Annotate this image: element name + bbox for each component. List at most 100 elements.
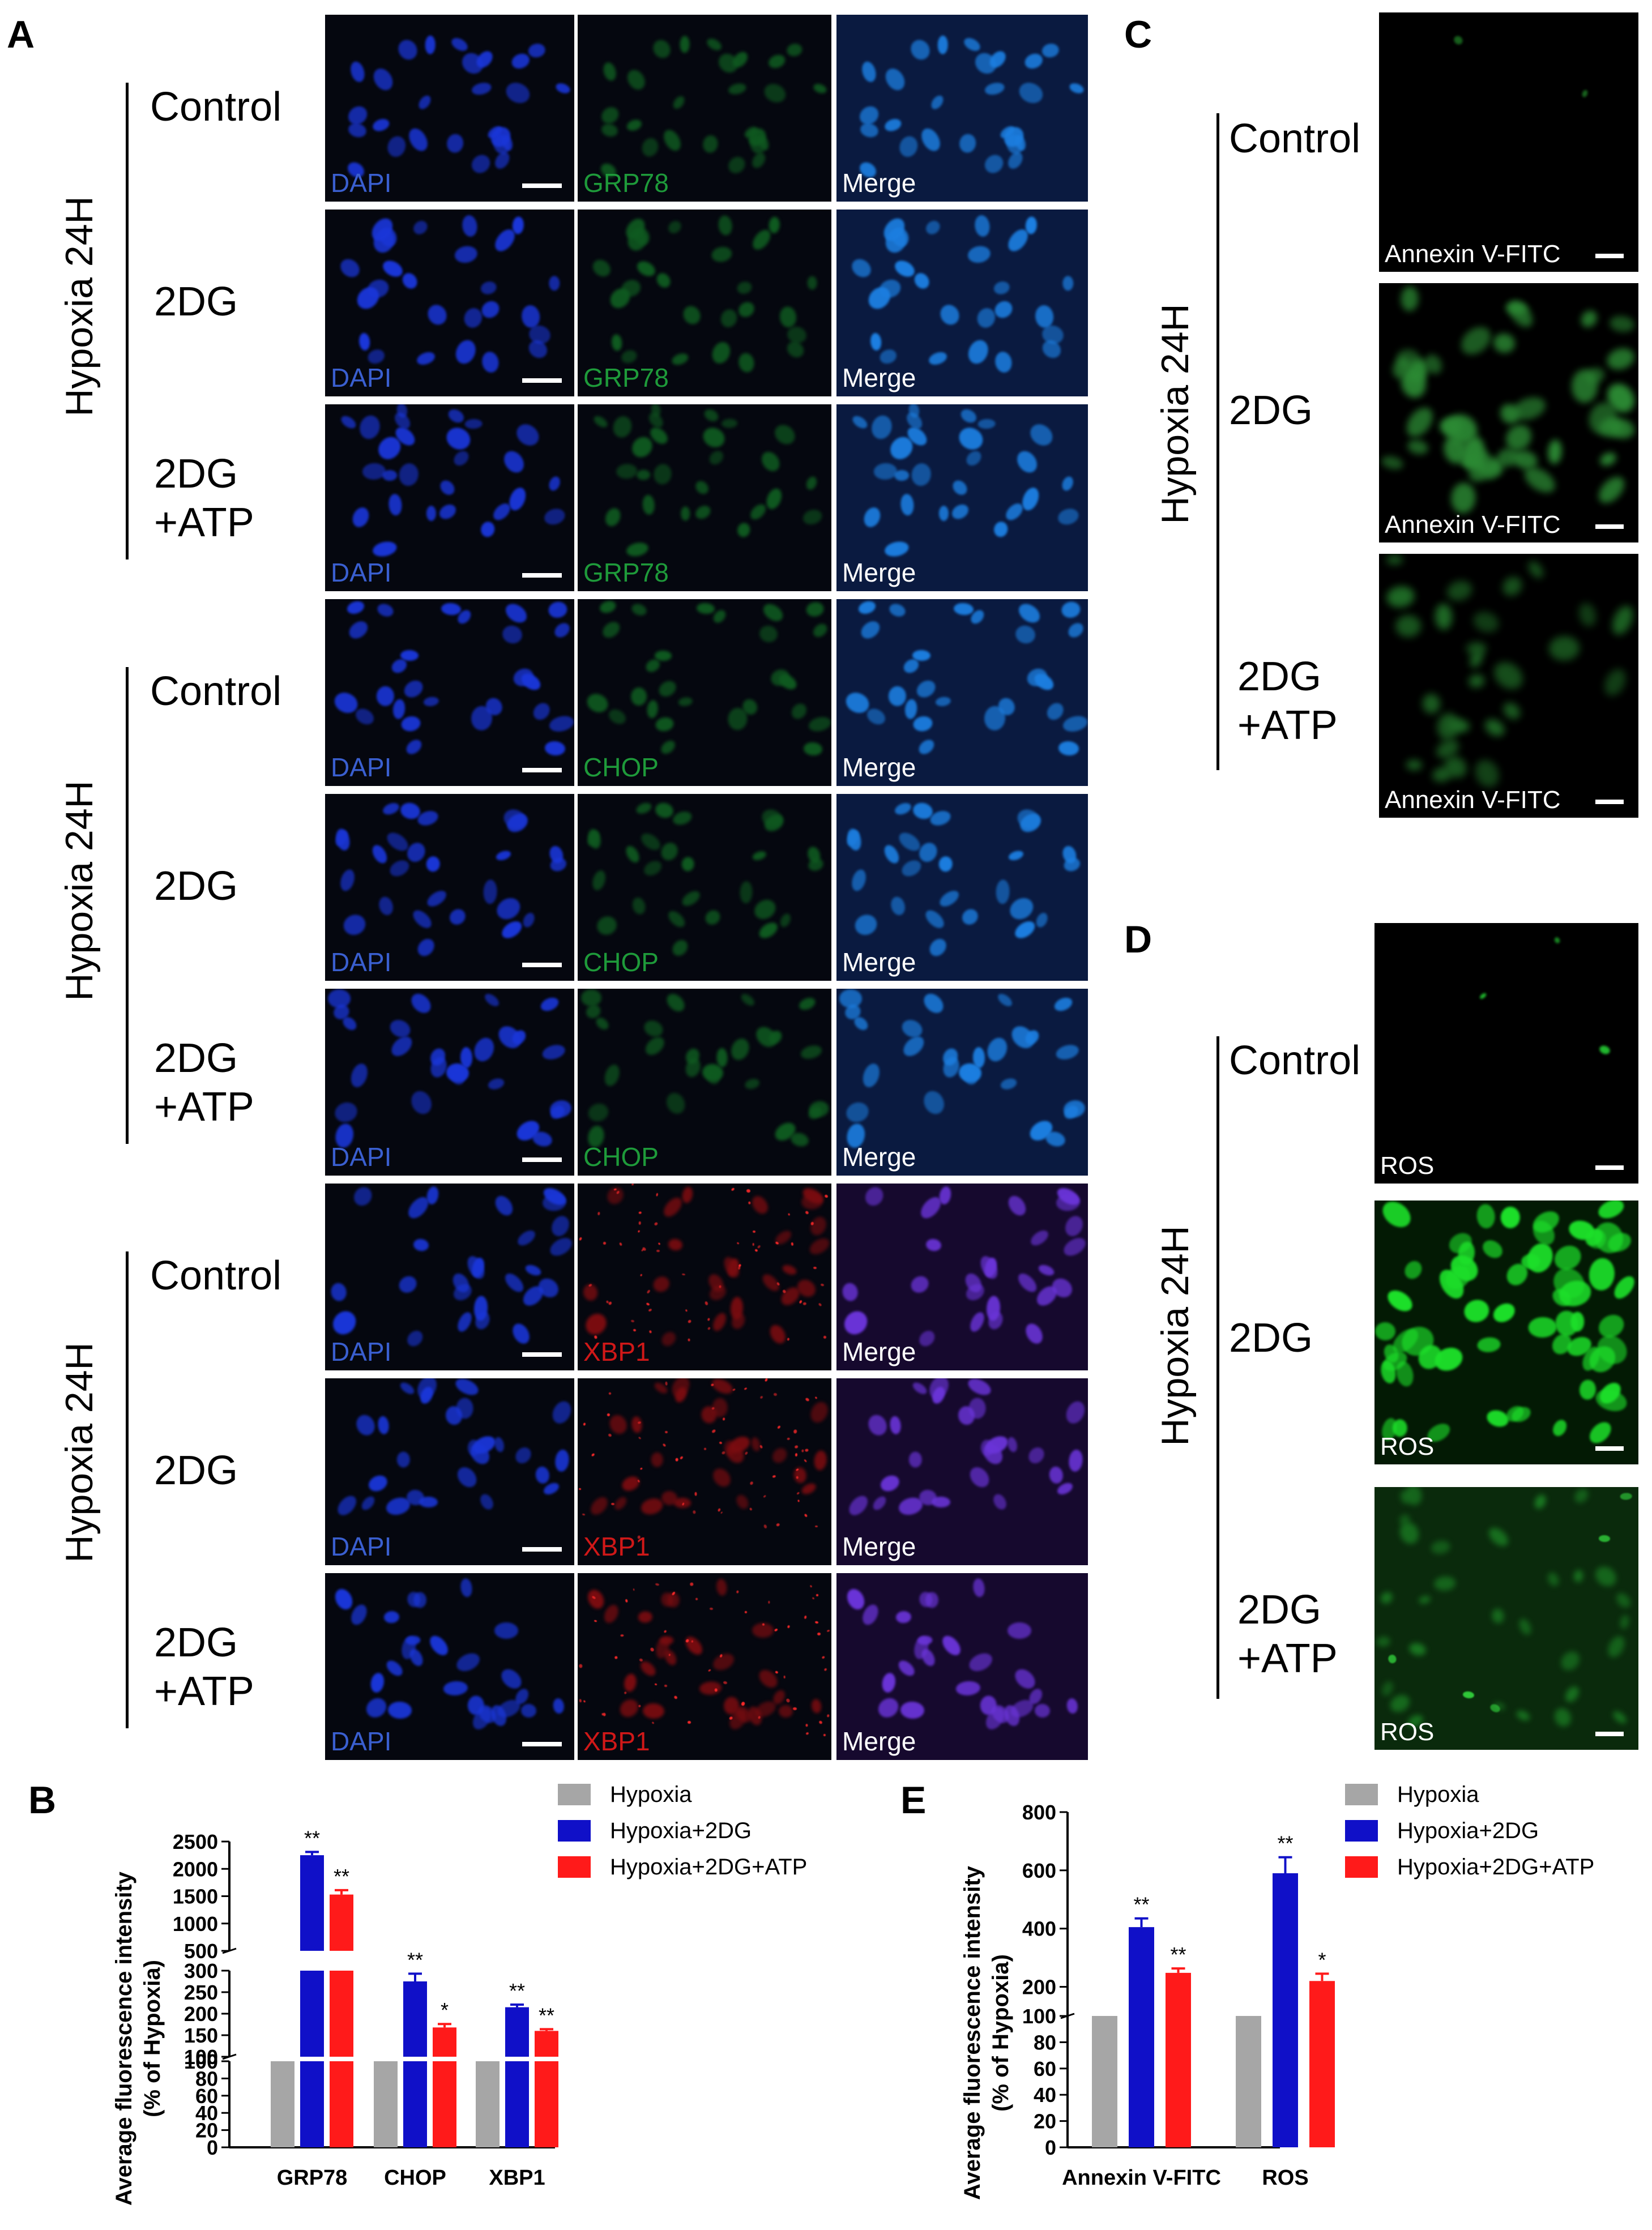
- cell-nucleus: [967, 1309, 987, 1334]
- cell-nucleus: [1062, 1213, 1086, 1240]
- cell-nucleus: [383, 1610, 400, 1624]
- cell-nucleus: [723, 1417, 725, 1421]
- cell-nucleus: [856, 599, 878, 616]
- cell-nucleus: [802, 741, 823, 756]
- cell-nucleus: [938, 856, 953, 873]
- cell-nucleus: [453, 1650, 483, 1675]
- cell-nucleus: [710, 1465, 735, 1490]
- cell-nucleus: [387, 1701, 413, 1720]
- cell-nucleus: [1604, 345, 1637, 374]
- cell-nucleus: [707, 1317, 710, 1321]
- cell-nucleus: [362, 1694, 391, 1721]
- cell-nucleus: [775, 1671, 779, 1674]
- cell-nucleus: [663, 1090, 689, 1117]
- cell-nucleus: [425, 1185, 440, 1206]
- cell-nucleus: [633, 1588, 635, 1591]
- cell-nucleus: [749, 1507, 753, 1511]
- cell-nucleus: [608, 1433, 613, 1437]
- cell-nucleus: [792, 1707, 797, 1711]
- chart-b: Average fluorescence intensity (% of Hypo…: [112, 1782, 807, 2206]
- cell-nucleus: [806, 276, 817, 290]
- channel-label: Merge: [842, 1532, 916, 1561]
- group-bracket-line: [126, 1251, 129, 1728]
- cell-nucleus: [494, 1022, 526, 1053]
- cell-nucleus: [464, 1253, 488, 1282]
- cell-nucleus: [1005, 1192, 1029, 1219]
- cell-nucleus: [773, 1392, 777, 1396]
- cell-nucleus: [857, 618, 883, 643]
- cell-nucleus: [907, 1272, 932, 1296]
- cell-nucleus: [804, 1616, 808, 1620]
- cell-nucleus: [793, 1429, 798, 1434]
- cell-nucleus: [1479, 1236, 1506, 1262]
- cell-nucleus: [1061, 1234, 1088, 1259]
- cell-nucleus: [665, 908, 688, 931]
- cell-nucleus: [680, 1186, 694, 1204]
- cell-nucleus: [1378, 1589, 1395, 1606]
- cell-nucleus: [552, 620, 573, 641]
- cell-nucleus: [767, 1322, 789, 1346]
- cell-nucleus: [823, 1667, 827, 1672]
- cell-nucleus: [694, 1492, 697, 1496]
- cell-nucleus: [370, 65, 397, 94]
- x-tick-label: XBP1: [489, 2166, 545, 2190]
- micrograph-chop: CHOP: [578, 794, 831, 981]
- cell-nucleus: [768, 1600, 770, 1604]
- cell-nucleus: [446, 905, 469, 928]
- cell-nucleus: [642, 494, 656, 515]
- cell-nucleus: [520, 1703, 537, 1719]
- cell-nucleus: [650, 1274, 672, 1295]
- cell-nucleus: [878, 1472, 902, 1494]
- cell-nucleus: [654, 271, 673, 291]
- significance-marker: **: [1277, 1832, 1293, 1855]
- cell-nucleus: [1013, 447, 1041, 476]
- group-label-hypoxia-24h: Hypoxia 24H: [1154, 304, 1197, 524]
- scale-bar: [522, 1742, 562, 1746]
- panel-letter-d: D: [1124, 918, 1152, 961]
- cell-nucleus: [735, 298, 758, 321]
- cell-nucleus: [539, 994, 561, 1014]
- condition-label: 2DG: [1229, 388, 1313, 433]
- cell-nucleus: [801, 507, 824, 527]
- cell-nucleus: [638, 1659, 658, 1678]
- cell-nucleus: [1005, 149, 1026, 171]
- cell-nucleus: [938, 506, 949, 522]
- channel-label: GRP78: [583, 363, 669, 392]
- cell-nucleus: [755, 1667, 781, 1691]
- cell-nucleus: [804, 1513, 808, 1518]
- cell-nucleus: [371, 117, 391, 134]
- cell-nucleus: [937, 301, 963, 328]
- micrograph-merge: Merge: [836, 989, 1088, 1176]
- cell-nucleus: [695, 1597, 699, 1601]
- cell-nucleus: [808, 1214, 830, 1238]
- scale-bar: [522, 573, 562, 578]
- micrograph-grp78: GRP78: [578, 15, 831, 202]
- y-axis-label: (% of Hypoxia): [988, 1954, 1013, 2112]
- cell-nucleus: [348, 1061, 371, 1090]
- micrograph-chop: CHOP: [578, 599, 831, 786]
- cell-nucleus: [1598, 450, 1619, 469]
- cell-nucleus: [1572, 369, 1598, 403]
- cell-nucleus: [579, 1664, 583, 1668]
- cell-nucleus: [654, 801, 675, 820]
- legend-entry: Hypoxia: [610, 1782, 692, 1807]
- cell-nucleus: [861, 505, 883, 529]
- cell-nucleus: [349, 505, 372, 529]
- panel-letter-e: E: [900, 1779, 927, 1822]
- cell-nucleus: [786, 1698, 791, 1703]
- micrograph-dapi: DAPI: [325, 1184, 574, 1370]
- cell-nucleus: [414, 935, 438, 959]
- y-tick-label: 80: [1034, 2031, 1056, 2054]
- cell-nucleus: [904, 698, 918, 720]
- cell-nucleus: [501, 1270, 527, 1296]
- cell-nucleus: [667, 1238, 683, 1251]
- significance-marker: **: [1133, 1893, 1149, 1916]
- cell-nucleus: [385, 134, 408, 160]
- cell-nucleus: [1401, 403, 1438, 442]
- cell-nucleus: [336, 255, 363, 281]
- micrograph-ros: ROS: [1374, 923, 1638, 1184]
- scale-bar: [1595, 254, 1624, 258]
- cell-nucleus: [1422, 693, 1441, 714]
- cell-nucleus: [849, 868, 869, 893]
- cell-nucleus: [736, 522, 752, 539]
